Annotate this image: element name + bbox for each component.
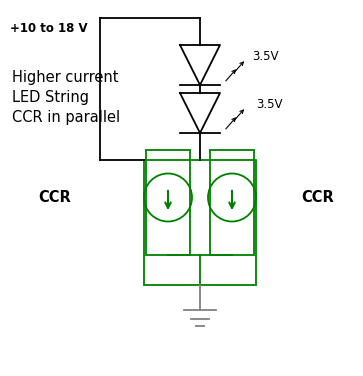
Text: +10 to 18 V: +10 to 18 V <box>10 21 87 35</box>
Bar <box>144 160 256 285</box>
Text: Higher current
LED String
CCR in parallel: Higher current LED String CCR in paralle… <box>12 70 120 124</box>
Text: 3.5V: 3.5V <box>256 98 282 111</box>
Text: 3.5V: 3.5V <box>252 50 278 63</box>
Text: CCR: CCR <box>302 190 334 205</box>
Bar <box>210 150 254 255</box>
Text: CCR: CCR <box>38 190 72 205</box>
Bar <box>146 150 190 255</box>
